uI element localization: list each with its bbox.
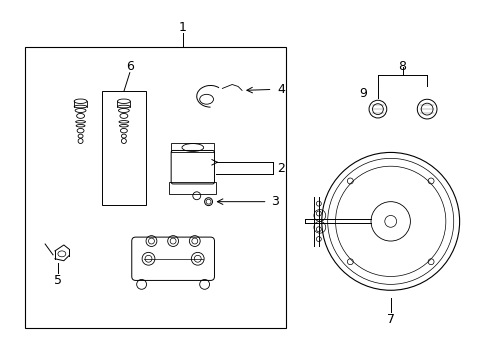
- Text: 6: 6: [125, 60, 133, 73]
- Bar: [102, 91, 145, 204]
- Text: 4: 4: [277, 83, 285, 96]
- Text: 5: 5: [54, 274, 62, 287]
- Text: 8: 8: [398, 60, 406, 73]
- Text: 3: 3: [271, 195, 279, 208]
- Text: 7: 7: [386, 313, 394, 326]
- Text: 2: 2: [277, 162, 285, 175]
- Bar: [169, 182, 216, 194]
- Text: 9: 9: [359, 87, 366, 100]
- Bar: [25, 47, 286, 328]
- Bar: [171, 143, 214, 152]
- Text: 1: 1: [179, 21, 186, 34]
